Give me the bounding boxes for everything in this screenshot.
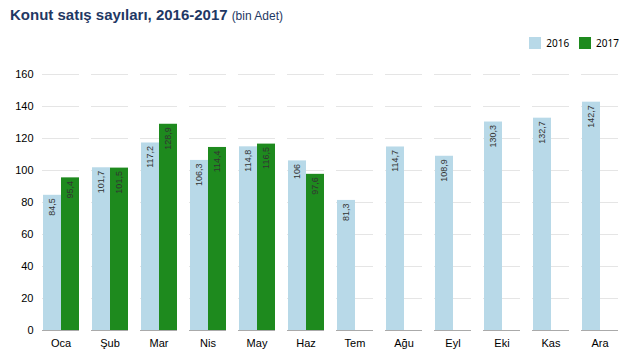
svg-text:101,5: 101,5 <box>114 171 124 194</box>
svg-text:140: 140 <box>15 100 33 112</box>
svg-text:108,9: 108,9 <box>439 159 449 182</box>
svg-text:84,5: 84,5 <box>47 198 57 216</box>
html-text:Konut satış sayıları, 2016-201: Konut satış sayıları, 2016-2017 (bin Ade… <box>10 6 283 23</box>
svg-text:Ara: Ara <box>591 337 609 349</box>
svg-text:101,7: 101,7 <box>96 171 106 194</box>
svg-text:100: 100 <box>15 164 33 176</box>
svg-text:130,3: 130,3 <box>488 125 498 148</box>
svg-text:May: May <box>247 337 268 349</box>
svg-text:97,6: 97,6 <box>310 177 320 195</box>
svg-text:Nis: Nis <box>200 337 216 349</box>
svg-text:142,7: 142,7 <box>586 105 596 128</box>
svg-text:106,3: 106,3 <box>194 163 204 186</box>
svg-text:117,2: 117,2 <box>145 146 155 168</box>
svg-text:40: 40 <box>21 260 33 272</box>
svg-text:116,5: 116,5 <box>261 147 271 169</box>
svg-text:Eki: Eki <box>494 337 509 349</box>
svg-text:95,4: 95,4 <box>65 181 75 199</box>
svg-text:60: 60 <box>21 228 33 240</box>
svg-text:114,4: 114,4 <box>212 150 222 172</box>
svg-text:Kas: Kas <box>542 337 561 349</box>
svg-text:Eyl: Eyl <box>445 337 460 349</box>
html-text:2016: 2016 <box>546 35 570 50</box>
svg-text:114,7: 114,7 <box>390 150 400 172</box>
svg-text:160: 160 <box>15 68 33 80</box>
svg-text:0: 0 <box>27 324 33 336</box>
svg-text:Haz: Haz <box>296 337 316 349</box>
svg-text:Oca: Oca <box>51 337 72 349</box>
html-text:2017: 2017 <box>596 35 619 50</box>
svg-text:20: 20 <box>21 292 33 304</box>
svg-text:106: 106 <box>292 164 302 179</box>
svg-text:80: 80 <box>21 196 33 208</box>
svg-text:81,3: 81,3 <box>341 203 351 221</box>
svg-text:Mar: Mar <box>150 337 169 349</box>
svg-text:120: 120 <box>15 132 33 144</box>
svg-text:114,8: 114,8 <box>243 150 253 172</box>
svg-text:Tem: Tem <box>345 337 366 349</box>
svg-text:132,7: 132,7 <box>537 121 547 144</box>
svg-text:Ağu: Ağu <box>394 337 414 349</box>
svg-text:128,9: 128,9 <box>163 127 173 150</box>
svg-text:Şub: Şub <box>100 337 120 349</box>
